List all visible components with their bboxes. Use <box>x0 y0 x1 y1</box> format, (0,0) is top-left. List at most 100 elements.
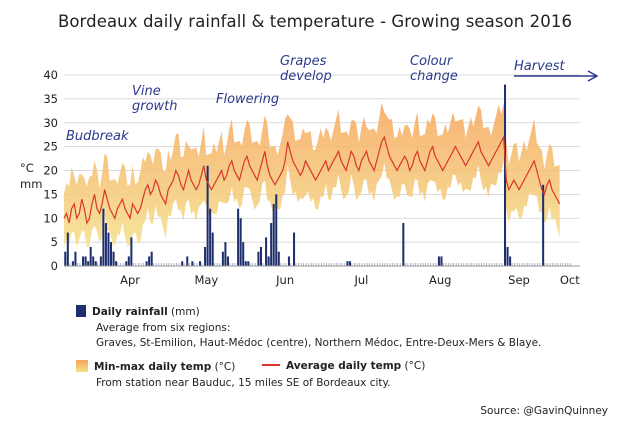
rain-bar <box>102 208 105 266</box>
rain-tick <box>460 263 462 266</box>
y-tick-label: 35 <box>43 92 58 106</box>
rain-tick <box>196 263 198 266</box>
rain-bar <box>87 261 90 266</box>
rain-tick <box>354 263 355 266</box>
rain-bar <box>237 208 240 266</box>
rain-tick <box>493 263 495 266</box>
rain-bar <box>275 194 278 266</box>
x-tick-label: Jun <box>275 273 294 287</box>
rain-tick <box>521 263 523 266</box>
rain-tick <box>476 263 477 266</box>
avg-swatch <box>262 364 280 366</box>
y-tick-label: 0 <box>51 259 58 273</box>
rain-bar <box>130 237 133 266</box>
harvest-arrow <box>514 70 599 82</box>
rain-tick <box>326 263 327 266</box>
rain-tick <box>394 263 396 266</box>
rain-tick <box>338 263 340 266</box>
minmax-temp-band <box>64 102 560 247</box>
rain-tick <box>529 263 531 266</box>
rain-bar <box>257 251 260 266</box>
rain-bar <box>125 261 128 266</box>
rain-bar <box>437 256 440 266</box>
rain-bar <box>272 203 275 266</box>
rain-tick <box>463 263 465 266</box>
rain-bar <box>440 256 443 266</box>
rain-swatch <box>76 305 86 317</box>
rain-bar <box>346 261 349 266</box>
rain-bar <box>209 208 212 266</box>
rain-tick <box>565 263 566 266</box>
rain-bar <box>348 261 351 266</box>
rain-bar <box>71 261 74 266</box>
avg-temp-line <box>63 134 561 225</box>
annotation-label: develop <box>280 69 332 84</box>
rain-tick <box>295 263 297 266</box>
rain-tick <box>458 263 460 266</box>
legend-rain-unit: (mm) <box>167 306 200 318</box>
rain-tick <box>320 263 322 266</box>
rain-bar <box>239 218 242 266</box>
rain-tick <box>384 263 386 266</box>
rain-tick <box>557 263 559 266</box>
rain-tick <box>453 263 454 266</box>
rain-bar <box>267 256 270 266</box>
rain-tick <box>371 263 373 266</box>
rain-tick <box>171 263 172 266</box>
rain-tick <box>323 263 325 266</box>
x-tick-label: Sep <box>508 273 530 287</box>
legend-avg: Average daily temp (°C) <box>262 360 425 372</box>
rain-tick <box>310 263 312 266</box>
temp-band-area <box>64 102 560 247</box>
rain-bar <box>181 261 184 266</box>
rain-tick <box>379 263 381 266</box>
rain-tick <box>526 263 528 266</box>
rain-tick <box>369 263 371 266</box>
rain-bar <box>270 223 273 266</box>
y-tick-label: 30 <box>43 116 58 130</box>
legend-band-unit: (°C) <box>211 361 236 373</box>
rain-tick <box>366 263 368 266</box>
rain-tick <box>232 263 233 266</box>
rain-tick <box>155 263 157 266</box>
annotation-label: Budbreak <box>66 129 129 144</box>
rain-tick <box>300 263 302 266</box>
rain-tick <box>468 263 470 266</box>
rain-bar <box>112 251 115 266</box>
rain-bar <box>206 165 209 266</box>
rain-tick <box>404 263 406 266</box>
rain-tick <box>137 263 139 266</box>
rain-tick <box>262 263 264 266</box>
rain-tick <box>412 263 414 266</box>
rain-bar <box>277 251 280 266</box>
rain-bar <box>148 256 151 266</box>
rain-tick <box>483 263 485 266</box>
rain-bar <box>82 256 85 266</box>
rain-tick <box>397 263 399 266</box>
rain-tick <box>122 263 124 266</box>
rain-bar <box>84 256 87 266</box>
rain-tick <box>328 263 330 266</box>
axes: 0 5 10 15 20 25 30 35 40 °C mm Apr May Jun Jul Aug Sep Oc… <box>20 68 580 287</box>
rain-tick <box>79 263 81 266</box>
rain-tick <box>389 263 391 266</box>
y-tick-label: 25 <box>43 140 58 154</box>
rain-bar <box>265 237 268 266</box>
rain-bar <box>110 242 113 266</box>
rain-tick <box>514 263 515 266</box>
rain-tick <box>315 263 317 266</box>
rain-tick <box>343 263 345 266</box>
x-tick-label: Aug <box>429 273 451 287</box>
rain-tick <box>435 263 437 266</box>
y-tick-label: 10 <box>43 211 58 225</box>
rain-bar <box>211 232 214 266</box>
rain-tick <box>427 263 429 266</box>
rain-tick <box>422 263 424 266</box>
rain-tick <box>303 263 304 266</box>
rain-tick <box>331 263 332 266</box>
rain-tick <box>361 263 363 266</box>
annotation-label: growth <box>132 99 178 114</box>
rain-tick <box>168 263 170 266</box>
rain-bar <box>259 246 263 266</box>
